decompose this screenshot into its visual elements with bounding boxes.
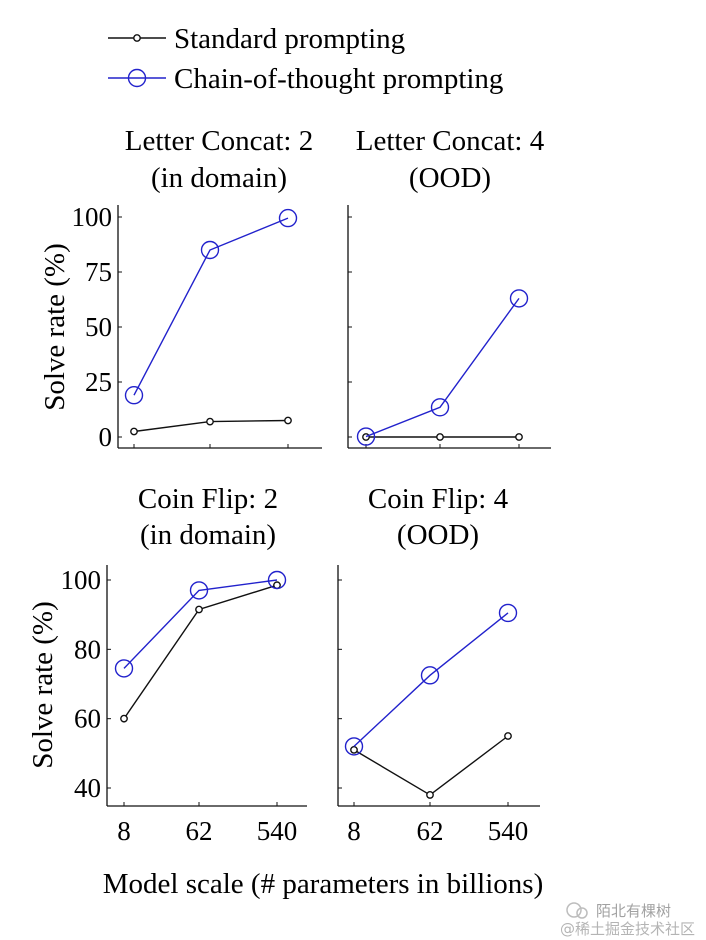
panel-1-ytick-label: 0 [99, 422, 113, 452]
y-axis-label-bottom: Solve rate (%) [27, 601, 59, 769]
panel-3-standard-line [123, 584, 278, 720]
panel-1-standard-point [284, 416, 292, 425]
panel-1-title-line2: (in domain) [151, 162, 287, 194]
panel-3-ytick-label: 40 [74, 773, 101, 803]
y-axis-label-top: Solve rate (%) [39, 243, 71, 411]
panel-3-cot-line [123, 579, 278, 669]
wechat-icon [566, 902, 582, 918]
legend-cot-label: Chain-of-thought prompting [174, 63, 503, 95]
panel-2-cot-point [509, 289, 529, 308]
panel-2-cot-point [430, 398, 450, 417]
panel-1-cot-line [133, 217, 289, 396]
panel-3-title-line2: (in domain) [140, 519, 276, 551]
legend-cot-marker [127, 68, 147, 88]
watermark: 陌北有棵树 @稀土掘金技术社区 [560, 902, 695, 938]
panel-2-title-line1: Letter Concat: 4 [356, 125, 545, 157]
panel-4-cot-point [498, 603, 518, 623]
panel-3-xtick-label: 8 [117, 816, 131, 846]
panel-3-title-line1: Coin Flip: 2 [138, 483, 278, 515]
panel-2-cot-line [365, 297, 520, 438]
panel-4-standard-point [426, 791, 434, 799]
panel-1-ytick-label: 75 [85, 257, 112, 287]
panel-2-standard-point [362, 433, 370, 441]
x-axis-label: Model scale (# parameters in billions) [103, 868, 544, 900]
wechat-icon-small [576, 907, 588, 919]
panel-2-standard-point [515, 433, 523, 441]
legend: Standard prompting Chain-of-thought prom… [108, 23, 503, 95]
panel-4-standard-point [504, 732, 512, 740]
panel-2-title-line2: (OOD) [409, 162, 491, 194]
panel-1-cot-point [200, 240, 220, 260]
legend-standard-marker [133, 34, 141, 42]
watermark-line2: @稀土掘金技术社区 [560, 920, 695, 938]
panel-1-standard-point [206, 417, 214, 426]
panel-3-standard-point [120, 714, 128, 723]
panel-2-cot-point [356, 427, 376, 446]
panel-3-ytick-label: 80 [74, 634, 101, 664]
panel-4-xtick-label: 62 [417, 816, 444, 846]
panel-2-standard-point [436, 433, 444, 441]
panel-1-ytick-label: 100 [72, 202, 113, 232]
panel-3-standard-point [195, 605, 203, 614]
panel-3-cot-point [114, 659, 134, 678]
panel-3-ytick-label: 60 [74, 704, 101, 734]
panel-3-cot-point [267, 570, 287, 590]
panel-4-cot-point [420, 666, 440, 685]
panels: 0 25 50 75 100 40 60 80 100 8 62 540 8 62 540 [61, 202, 551, 846]
panel-3-ytick-label: 100 [61, 565, 102, 595]
panel-1-ytick-label: 50 [85, 312, 112, 342]
panel-4-standard-point [350, 745, 358, 754]
panel-4-standard-line [353, 735, 509, 796]
panel-3-xtick-label: 62 [186, 816, 213, 846]
panel-1-standard-point [130, 427, 138, 436]
panel-1-title-line1: Letter Concat: 2 [125, 125, 313, 157]
panel-1-cot-point [278, 208, 298, 228]
panel-4-cot-point [344, 737, 364, 756]
panel-3-standard-point [273, 581, 281, 590]
panel-4-xtick-label: 540 [488, 816, 529, 846]
panel-4-title-line1: Coin Flip: 4 [368, 483, 509, 515]
panel-4-xtick-label: 8 [347, 816, 361, 846]
panel-3-cot-point [189, 581, 209, 600]
panel-4-title-line2: (OOD) [397, 519, 479, 551]
panel-3-xtick-label: 540 [257, 816, 298, 846]
watermark-line1: 陌北有棵树 [596, 902, 671, 920]
panel-1-cot-point [124, 386, 144, 405]
panel-1-ytick-label: 25 [85, 367, 112, 397]
panel-4-cot-line [353, 612, 509, 747]
legend-standard-label: Standard prompting [174, 23, 405, 55]
